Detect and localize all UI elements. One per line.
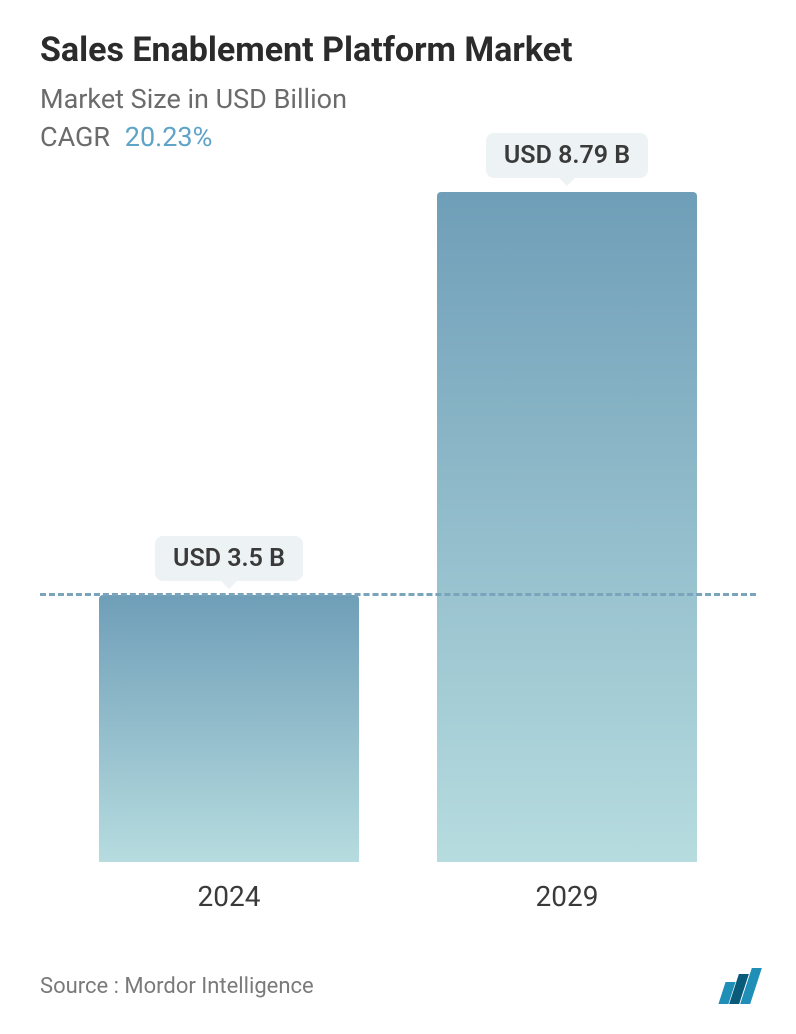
cagr-label: CAGR (40, 121, 110, 153)
cagr-value: 20.23% (125, 121, 213, 153)
bar-value-label: USD 8.79 B (486, 133, 648, 178)
bar-1 (437, 192, 697, 862)
bar-0 (99, 595, 359, 862)
reference-dashed-line (40, 593, 756, 596)
bar-value-label: USD 3.5 B (155, 536, 303, 581)
bars-container: USD 3.5 B 2024 USD 8.79 B 2029 (40, 183, 756, 913)
chart-area: USD 3.5 B 2024 USD 8.79 B 2029 (40, 183, 756, 913)
chart-title: Sales Enablement Platform Market (40, 30, 756, 71)
mordor-logo-icon (722, 968, 756, 1004)
bar-x-label: 2029 (536, 880, 599, 913)
chart-footer: Source : Mordor Intelligence (40, 968, 756, 1004)
bar-group-1: USD 8.79 B 2029 (437, 133, 697, 913)
chart-subtitle: Market Size in USD Billion (40, 83, 756, 115)
source-text: Source : Mordor Intelligence (40, 974, 314, 999)
bar-x-label: 2024 (198, 880, 261, 913)
